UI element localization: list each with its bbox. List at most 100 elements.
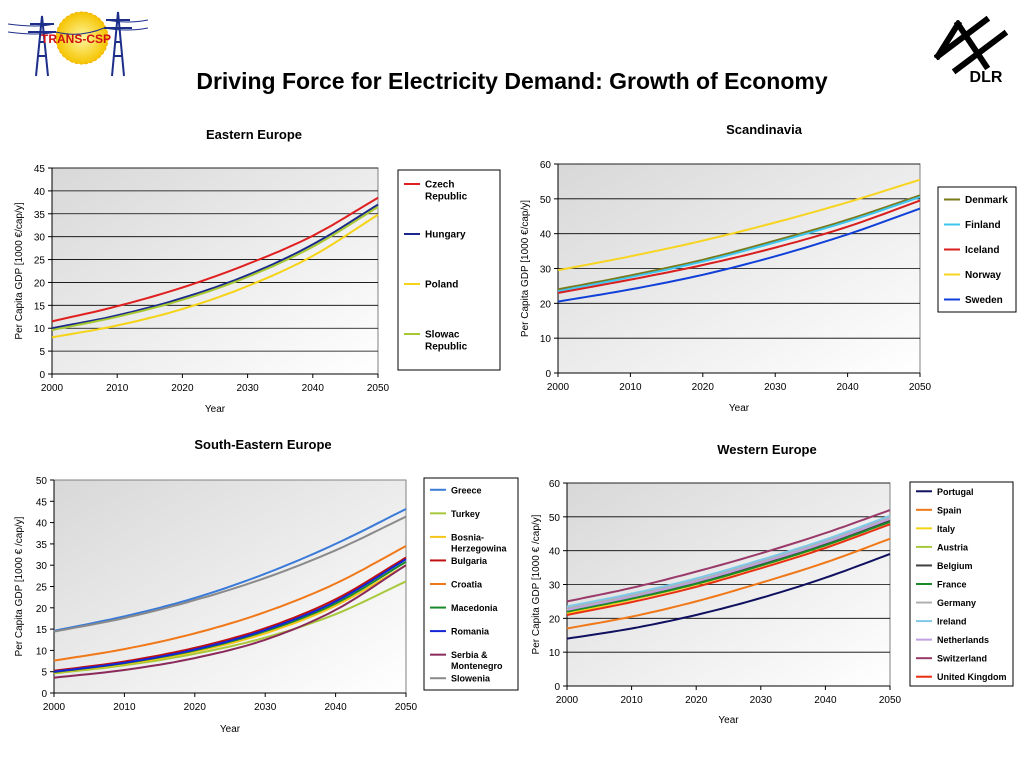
legend-label: Netherlands [937,635,989,645]
y-tick-label: 30 [549,581,561,592]
y-tick-label: 50 [549,513,561,524]
y-tick-label: 20 [36,604,48,615]
y-tick-label: 45 [34,164,46,175]
x-tick-label: 2000 [43,702,66,713]
series-line-switzerland [566,509,891,603]
legend-label: Croatia [451,580,483,590]
x-tick-label: 2040 [302,383,325,394]
legend-label: Germany [937,598,976,608]
series-line-sweden [557,207,921,303]
chart-title: South-Eastern Europe [194,437,331,452]
y-tick-label: 5 [41,668,47,679]
legend-label: Sweden [965,295,1003,306]
x-axis-label: Year [205,404,226,415]
series-line-france [566,520,891,613]
plot-area [566,482,891,687]
legend [397,169,501,371]
x-axis-label: Year [729,403,750,414]
legend-label: Macedonia [451,603,499,613]
logo-left-text: TRANS-CSP [41,32,111,46]
y-tick-label: 30 [34,233,46,244]
y-tick-label: 0 [545,369,551,380]
logo-right-text: DLR [970,69,1003,86]
x-tick-label: 2040 [836,382,859,393]
series-line-turkey [53,580,407,675]
y-tick-label: 0 [41,689,47,700]
x-axis-label: Year [220,724,241,735]
series-line-belgium [566,519,891,613]
legend-label: Romania [451,627,490,637]
x-axis-label: Year [718,715,739,726]
legend [937,186,1017,313]
x-tick-label: 2020 [184,702,207,713]
series-line-bulgaria [53,556,407,672]
series-line-denmark [557,194,921,291]
legend-label: Denmark [965,195,1008,206]
x-tick-label: 2030 [236,383,259,394]
dlr-logo: DLR [933,15,1009,86]
series-line-macedonia [53,560,407,674]
legend-label: Greece [451,485,482,495]
x-tick-label: 2050 [909,382,932,393]
series-line-czech-republic [51,196,379,323]
x-tick-label: 2000 [547,382,570,393]
y-tick-label: 0 [39,370,45,381]
x-tick-label: 2040 [324,702,347,713]
legend-label: Belgium [937,561,973,571]
y-axis-label: Per Capita GDP [1000 €/cap/y] [520,200,531,337]
series-line-bosnia-herzegowina [53,564,407,674]
series-line-greece [53,508,407,632]
legend-label: Czech Republic [425,180,468,203]
y-tick-label: 15 [34,301,46,312]
legend-label: Slowenia [451,674,491,684]
chart-title: Scandinavia [726,122,803,137]
y-tick-label: 0 [554,682,560,693]
x-tick-label: 2030 [764,382,787,393]
x-tick-label: 2010 [106,383,129,394]
series-line-austria [566,517,891,611]
dlr-emblem-icon [933,15,1009,75]
y-tick-label: 60 [549,479,561,490]
series-line-norway [557,178,921,272]
y-tick-label: 30 [540,265,552,276]
legend-label: United Kingdom [937,672,1007,682]
series-line-serbia-montenegro [53,564,407,679]
x-tick-label: 2000 [41,383,64,394]
chart-title: Eastern Europe [206,127,302,142]
plot-area [53,479,407,694]
plot-area [557,163,921,374]
series-line-slowenia [53,515,407,633]
y-tick-label: 20 [540,299,552,310]
x-tick-label: 2030 [750,695,773,706]
series-line-hungary [51,203,379,330]
series-line-iceland [557,199,921,294]
legend-label: Spain [937,505,962,515]
legend-label: Finland [965,220,1001,231]
series-line-united-kingdom [566,523,891,616]
series-line-italy [566,520,891,615]
y-tick-label: 10 [34,324,46,335]
series-line-croatia [53,545,407,662]
y-tick-label: 40 [34,187,46,198]
y-tick-label: 40 [36,519,48,530]
y-tick-label: 25 [36,583,48,594]
x-tick-label: 2010 [619,382,642,393]
legend-label: Switzerland [937,654,987,664]
legend-label: Bosnia-Herzegowina [451,532,508,553]
series-line-germany [566,515,891,610]
series-line-slowac-republic [51,206,379,332]
x-tick-label: 2000 [556,695,579,706]
x-tick-label: 2030 [254,702,277,713]
x-tick-label: 2050 [395,702,418,713]
y-axis-label: Per Capita GDP [1000 € /cap/y] [14,516,25,656]
series-line-netherlands [566,517,891,611]
y-tick-label: 40 [540,230,552,241]
series-line-portugal [566,553,891,640]
series-line-poland [51,213,379,339]
trans-csp-logo: TRANS-CSP [8,11,148,77]
x-tick-label: 2050 [367,383,390,394]
